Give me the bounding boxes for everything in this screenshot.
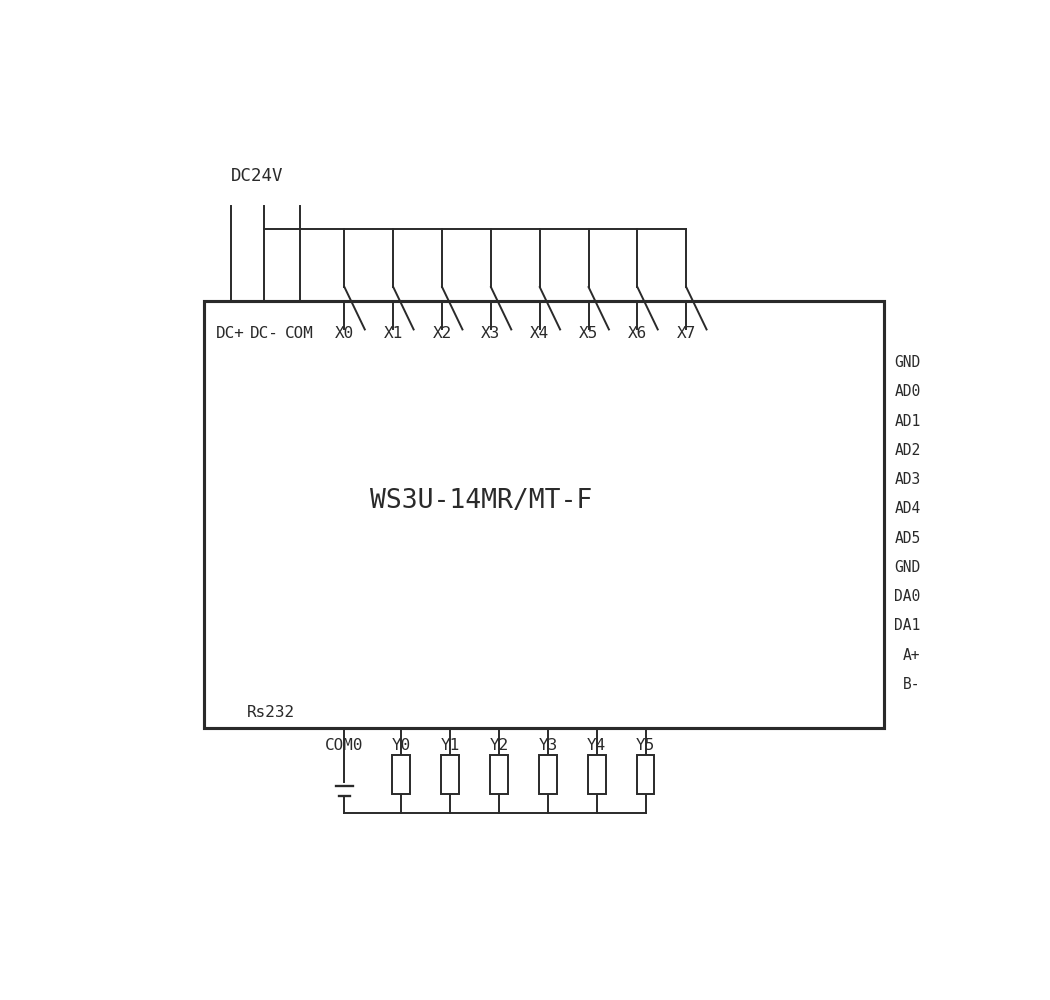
Bar [588, 755, 606, 794]
Text: DC-: DC- [250, 326, 278, 341]
Text: X2: X2 [433, 326, 452, 341]
Bar [539, 755, 556, 794]
Text: GND: GND [895, 355, 921, 370]
Text: AD2: AD2 [895, 443, 921, 458]
Text: X3: X3 [481, 326, 501, 341]
Text: AD0: AD0 [895, 384, 921, 399]
Text: DA0: DA0 [895, 589, 921, 604]
Text: Y3: Y3 [539, 738, 558, 753]
Text: AD1: AD1 [895, 414, 921, 429]
Text: Y5: Y5 [636, 738, 655, 753]
Bar [393, 755, 411, 794]
Text: AD4: AD4 [895, 501, 921, 516]
Bar [441, 755, 459, 794]
Text: DC+: DC+ [216, 326, 245, 341]
Bar [205, 301, 884, 728]
Bar [636, 755, 654, 794]
Text: X1: X1 [383, 326, 403, 341]
Text: DA1: DA1 [895, 618, 921, 633]
Text: X7: X7 [676, 326, 696, 341]
Text: X0: X0 [335, 326, 354, 341]
Text: X6: X6 [628, 326, 647, 341]
Text: COM: COM [286, 326, 314, 341]
Text: AD3: AD3 [895, 472, 921, 487]
Text: X4: X4 [530, 326, 549, 341]
Bar [490, 755, 508, 794]
Text: WS3U-14MR/MT-F: WS3U-14MR/MT-F [370, 488, 592, 514]
Text: Y1: Y1 [441, 738, 460, 753]
Text: A+: A+ [903, 648, 921, 663]
Text: Y0: Y0 [392, 738, 411, 753]
Text: X5: X5 [579, 326, 598, 341]
Text: COM0: COM0 [326, 738, 363, 753]
Text: DC24V: DC24V [231, 167, 284, 185]
Text: B-: B- [903, 677, 921, 692]
Text: AD5: AD5 [895, 531, 921, 546]
Text: GND: GND [895, 560, 921, 575]
Text: Y2: Y2 [489, 738, 508, 753]
Text: Y4: Y4 [587, 738, 606, 753]
Text: Rs232: Rs232 [247, 705, 295, 720]
